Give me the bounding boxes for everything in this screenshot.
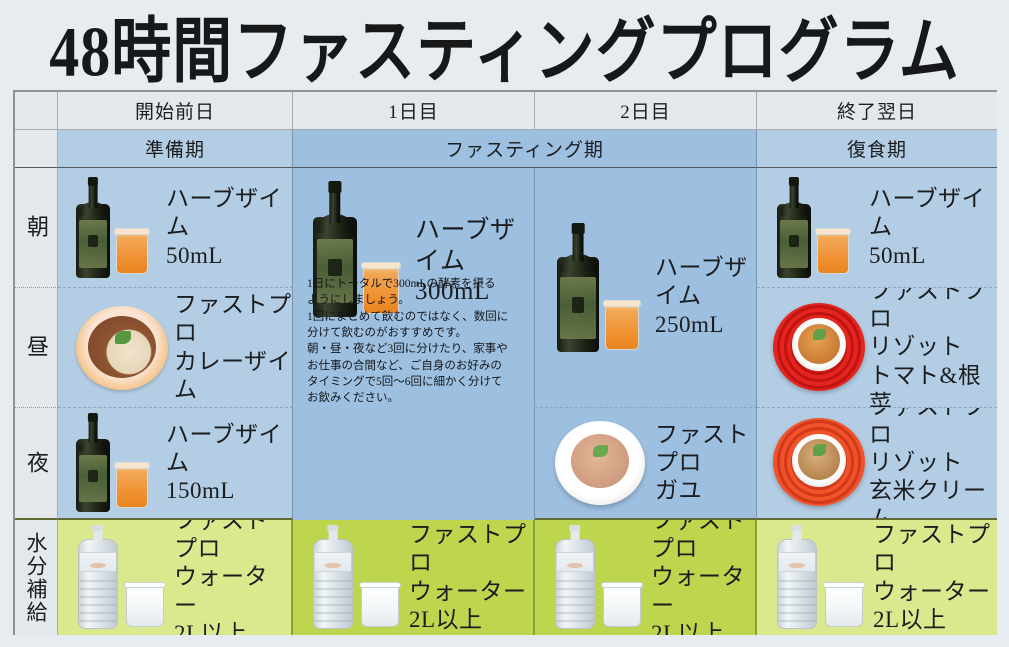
cell-water-day2-text: ファストプロ ウォーター 2L以上 [651, 520, 745, 635]
water-glass-icon [601, 581, 643, 627]
cell-water-prep-text: ファストプロ ウォーター 2L以上 [174, 520, 268, 635]
cell-prep-morning: ハーブザイム 50mL [58, 168, 293, 288]
cell-fasting-day2-upper: ハーブザイム 250mL [535, 168, 757, 408]
cell-fasting-day2-upper-text: ハーブザイム 250mL [655, 255, 748, 337]
header-corner-cell [15, 92, 58, 130]
cell-water-refeed-text: ファストプロ ウォーター 2L以上 [873, 522, 991, 632]
cell-refeed-noon-text: ファストプロ リゾット トマト&根菜 [869, 288, 987, 408]
cell-prep-morning-text: ハーブザイム 50mL [166, 186, 283, 268]
enzyme-bottle-icon [70, 176, 166, 278]
water-bottle-icon [769, 524, 873, 631]
cell-water-day1-text: ファストプロ ウォーター 2L以上 [409, 522, 527, 632]
cell-fasting-day1-text: ハーブザイム 300mL [415, 217, 516, 305]
risotto-orange-plate-icon [769, 414, 869, 512]
cell-refeed-noon: ファストプロ リゾット トマト&根菜 [757, 288, 997, 408]
risotto-red-plate-icon [769, 299, 869, 397]
page-title: 48時間ファスティングプログラム [49, 12, 960, 91]
cell-refeed-morning-text: ハーブザイム 50mL [869, 186, 986, 268]
cell-prep-noon-text: ファストプロ カレーザイム [174, 292, 292, 402]
cell-water-day2: ファストプロ ウォーター 2L以上 [535, 520, 757, 635]
water-glass-icon [823, 581, 865, 627]
enzyme-bottle-icon [70, 413, 166, 512]
curry-plate-icon [70, 302, 174, 394]
enzyme-bottle-icon [547, 218, 655, 358]
cell-water-refeed: ファストプロ ウォーター 2L以上 [757, 520, 997, 635]
cell-fasting-day2-night-text: ファストプロ ガユ [655, 421, 749, 504]
cell-fasting-day2-night: ファストプロ ガユ [535, 408, 757, 520]
juice-glass-icon [603, 299, 641, 350]
cell-water-prep: ファストプロ ウォーター 2L以上 [58, 520, 293, 635]
juice-glass-icon [361, 262, 401, 314]
cell-water-day1: ファストプロ ウォーター 2L以上 [293, 520, 535, 635]
cell-fasting-day1: ハーブザイム 300mL 1日にトータルで300mLの酵素を摂る ようにしましょ… [293, 168, 535, 520]
enzyme-bottle-icon [769, 176, 869, 278]
enzyme-bottle-icon [305, 178, 415, 328]
cell-prep-night-text: ハーブザイム 150mL [166, 421, 283, 504]
column-header-day-1: 1日目 [293, 92, 535, 130]
row-label-hydration: 水分補給 [15, 520, 58, 635]
cell-refeed-morning: ハーブザイム 50mL [757, 168, 997, 288]
water-bottle-icon [547, 524, 651, 631]
column-header-day-2: 2日目 [535, 92, 757, 130]
water-glass-icon [124, 581, 166, 627]
phase-corner-cell [15, 130, 58, 168]
cell-refeed-night-text: ファストプロ リゾット 玄米クリーム [869, 408, 987, 520]
row-label-night: 夜 [15, 408, 58, 520]
phase-header-fasting: ファスティング期 [293, 130, 757, 168]
water-bottle-icon [305, 524, 409, 631]
water-bottle-icon [70, 524, 174, 631]
water-glass-icon [359, 581, 401, 627]
row-label-noon: 昼 [15, 288, 58, 408]
cell-refeed-night: ファストプロ リゾット 玄米クリーム [757, 408, 997, 520]
phase-header-refeed: 復食期 [757, 130, 997, 168]
column-header-day-0: 開始前日 [58, 92, 293, 130]
cell-prep-noon: ファストプロ カレーザイム [58, 288, 293, 408]
row-label-morning: 朝 [15, 168, 58, 288]
column-header-day-3: 終了翌日 [757, 92, 997, 130]
porridge-bowl-icon [547, 417, 655, 509]
phase-header-prep: 準備期 [58, 130, 293, 168]
juice-glass-icon [114, 462, 150, 508]
fasting-day1-note: 1日にトータルで300mLの酵素を摂る ようにしましょう。 1回にまとめて飲むの… [307, 278, 509, 405]
juice-glass-icon [815, 227, 851, 274]
juice-glass-icon [114, 227, 150, 274]
cell-prep-night: ハーブザイム 150mL [58, 408, 293, 520]
program-table: 開始前日 1日目 2日目 終了翌日 準備期 ファスティング期 復食期 朝 [13, 90, 997, 635]
page-title-wrap: 48時間ファスティングプログラム [0, 2, 1009, 91]
